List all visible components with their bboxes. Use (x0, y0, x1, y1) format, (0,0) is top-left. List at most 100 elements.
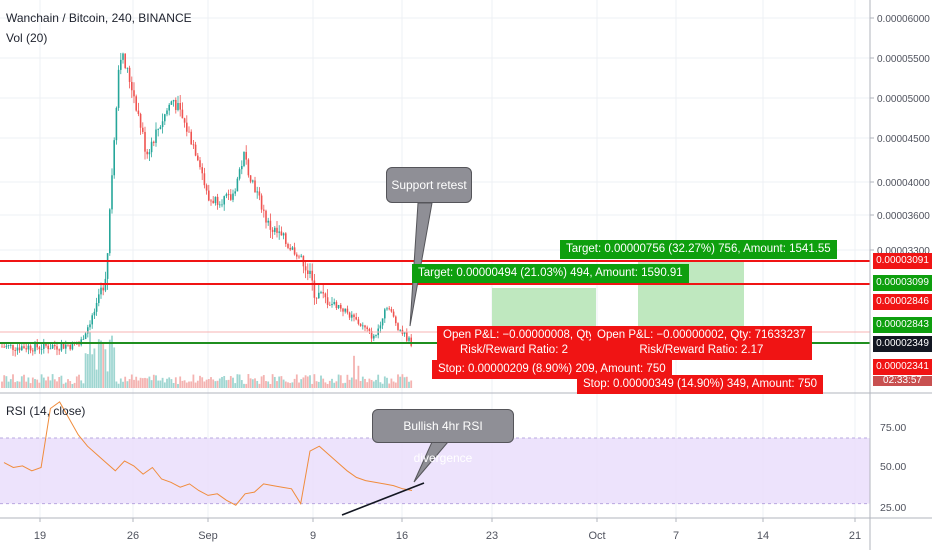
rsi-label: RSI (14, close) (6, 404, 86, 418)
candle-body-65 (144, 131, 146, 152)
candle-body-151 (333, 302, 335, 304)
candle-body-173 (381, 318, 384, 326)
volume-label: Vol (20) (6, 31, 48, 45)
candle-body-157 (346, 308, 349, 313)
volume-bar-67 (148, 376, 151, 388)
volume-bar-87 (192, 374, 195, 388)
candle-body-145 (320, 292, 322, 293)
volume-bar-155 (342, 383, 344, 388)
volume-bar-118 (260, 376, 263, 388)
candle-body-81 (179, 103, 181, 110)
candle-body-3 (7, 345, 10, 346)
volume-bar-175 (386, 377, 388, 388)
candle-body-126 (278, 231, 280, 233)
candle-body-25 (56, 346, 58, 350)
p2-pnl-box[interactable]: Open P&L: −0.00000002, Qty: 71633237 Ris… (591, 326, 812, 360)
volume-bar-183 (403, 377, 406, 388)
volume-bar-77 (170, 379, 173, 388)
candle-body-121 (267, 220, 269, 223)
candle-body-7 (16, 347, 19, 351)
candle-body-101 (223, 196, 225, 205)
candle-body-130 (287, 243, 289, 248)
candle-body-68 (150, 141, 153, 153)
volume-bar-62 (137, 380, 140, 388)
candle-body-39 (87, 327, 89, 334)
candle-body-42 (93, 311, 96, 316)
volume-bar-179 (394, 382, 397, 388)
candle-body-166 (366, 327, 368, 329)
candle-body-110 (243, 151, 245, 167)
volume-bar-55 (122, 381, 124, 388)
volume-bar-71 (157, 380, 160, 388)
candle-body-4 (10, 344, 12, 346)
volume-bar-182 (401, 374, 404, 388)
p2-stop-box[interactable]: Stop: 0.00000349 (14.90%) 349, Amount: 7… (577, 375, 824, 394)
volume-bar-76 (168, 377, 171, 388)
candle-body-168 (370, 330, 373, 339)
p2-pnl-text: Open P&L: −0.00000002, Qty: 71633237 (597, 329, 806, 341)
volume-bar-131 (289, 382, 292, 388)
price-tick-label-1: 0.00005500 (877, 54, 930, 65)
candle-body-45 (100, 287, 102, 295)
p1-stop-box[interactable]: Stop: 0.00000209 (8.90%) 209, Amount: 75… (432, 360, 672, 379)
candle-body-51 (113, 140, 115, 176)
candle-body-32 (71, 342, 74, 350)
volume-bar-102 (225, 380, 228, 388)
volume-bar-171 (377, 374, 380, 388)
candle-body-21 (47, 345, 49, 350)
volume-bar-0 (1, 381, 3, 388)
volume-bar-84 (185, 382, 188, 388)
rsi-divergence-trendline (341, 482, 425, 516)
candle-body-0 (1, 346, 3, 348)
volume-bar-14 (31, 377, 34, 388)
candle-body-135 (298, 256, 300, 258)
volume-bar-121 (267, 381, 270, 388)
p1-target-box[interactable]: Target: 0.00000494 (21.03%) 494, Amount:… (412, 264, 689, 283)
volume-bar-113 (249, 378, 252, 388)
candle-body-54 (120, 59, 122, 70)
volume-bar-166 (366, 382, 369, 388)
volume-bar-91 (201, 377, 204, 388)
candle-body-109 (241, 166, 243, 170)
volume-bar-99 (218, 378, 221, 388)
volume-bar-140 (309, 375, 311, 388)
p2-target-box[interactable]: Target: 0.00000756 (32.27%) 756, Amount:… (560, 240, 837, 259)
candle-body-52 (115, 107, 118, 141)
candle-body-96 (212, 200, 214, 204)
candle-body-28 (62, 343, 65, 349)
volume-bar-106 (234, 383, 237, 388)
volume-bar-59 (130, 374, 133, 388)
volume-bar-125 (276, 381, 278, 388)
candle-body-169 (373, 335, 375, 339)
candle-body-57 (126, 67, 129, 69)
volume-bar-101 (223, 376, 226, 388)
volume-bar-107 (236, 374, 239, 388)
candle-body-177 (390, 309, 393, 312)
volume-bar-148 (326, 383, 329, 388)
candle-body-27 (60, 343, 63, 351)
volume-bar-139 (306, 376, 309, 388)
volume-bar-172 (379, 382, 382, 388)
candle-body-117 (258, 191, 261, 196)
p1-pnl-box[interactable]: Open P&L: −0.00000008, Qty Risk/Reward R… (437, 326, 594, 360)
volume-bar-72 (159, 380, 162, 388)
volume-bar-20 (45, 380, 47, 388)
volume-bar-135 (298, 382, 300, 388)
volume-bar-184 (405, 376, 408, 388)
candle-body-1 (3, 346, 5, 348)
candle-body-19 (43, 342, 45, 349)
p1-rr-text: Risk/Reward Ratio: 2 (459, 344, 568, 356)
volume-bar-82 (181, 380, 184, 388)
volume-bar-31 (69, 381, 72, 388)
candle-body-154 (340, 304, 342, 309)
volume-bar-123 (271, 374, 274, 388)
rsi-divergence-callout[interactable]: Bullish 4hr RSI divergence (372, 409, 514, 465)
support-retest-callout[interactable]: Support retest (386, 167, 472, 203)
price-tick-label-3: 0.00004500 (877, 134, 930, 145)
candle-body-85 (188, 131, 190, 133)
candle-body-178 (392, 311, 395, 317)
volume-bar-65 (144, 377, 146, 388)
volume-bar-49 (108, 339, 111, 388)
candle-body-122 (269, 220, 272, 230)
volume-bar-180 (397, 374, 399, 388)
